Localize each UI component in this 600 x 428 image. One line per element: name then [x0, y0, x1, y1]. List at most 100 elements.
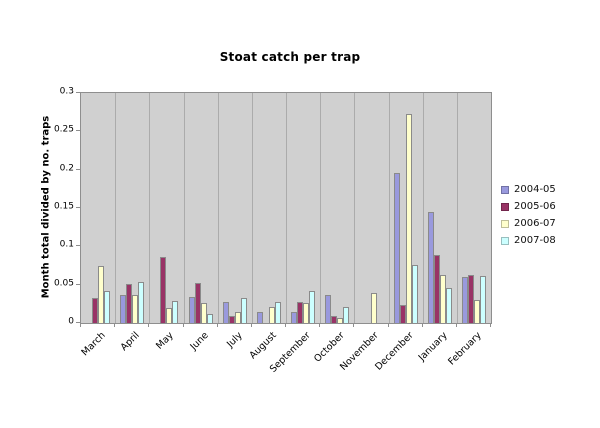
bar-group [354, 93, 388, 323]
bar-2005-06-july [228, 316, 235, 323]
legend-item-2007-08: 2007-08 [501, 232, 556, 249]
legend-item-2004-05: 2004-05 [501, 181, 556, 198]
bar-2006-07-february [473, 300, 480, 323]
x-tick-label: May [154, 330, 177, 352]
bar-group [218, 93, 252, 323]
category-gridline [251, 93, 253, 323]
bar-group [115, 93, 149, 323]
bar-2006-07-october [337, 318, 344, 323]
bar-group [389, 93, 423, 323]
y-tick-label: 0.15 [53, 201, 74, 212]
legend-label: 2006-07 [514, 217, 556, 229]
legend-item-2006-07: 2006-07 [501, 215, 556, 232]
bar-2006-07-december [405, 114, 412, 323]
bar-2007-08-may [172, 301, 179, 323]
bar-2007-08-september [309, 291, 316, 323]
legend-label: 2004-05 [514, 183, 556, 195]
category-gridline [286, 93, 287, 323]
bar-2004-05-june [188, 297, 195, 323]
y-tick-label: 0.05 [53, 278, 74, 289]
x-tick-label: February [446, 330, 484, 368]
y-tick-label: 0 [68, 316, 74, 327]
legend-item-2005-06: 2005-06 [501, 198, 556, 215]
y-tick [76, 92, 80, 93]
x-tick [455, 323, 457, 327]
bar-group [457, 93, 491, 323]
x-tick [80, 323, 81, 327]
bar-2007-08-march [104, 291, 111, 323]
bar-2006-07-august [268, 307, 275, 323]
bar-2005-06-may [160, 257, 167, 323]
y-tick [76, 245, 80, 247]
x-tick [216, 323, 218, 327]
bar-2006-07-april [132, 295, 139, 323]
bar-2005-06-march [92, 298, 99, 323]
x-tick [182, 323, 184, 327]
x-tick-label: August [247, 330, 279, 362]
x-tick [285, 323, 286, 327]
bar-2006-07-september [303, 303, 310, 323]
bar-group [423, 93, 457, 323]
legend-swatch [501, 219, 509, 228]
bar-2006-07-june [200, 303, 207, 323]
bar-2004-05-july [222, 302, 229, 323]
bar-2004-05-august [256, 312, 263, 323]
x-tick [250, 323, 252, 327]
x-tick [319, 323, 321, 327]
x-tick [490, 323, 491, 327]
legend-label: 2007-08 [514, 234, 556, 246]
x-tick [387, 323, 389, 327]
bar-2007-08-august [274, 302, 281, 323]
y-tick [76, 130, 80, 132]
y-tick-label: 0.3 [59, 86, 74, 97]
bar-2007-08-december [411, 265, 418, 323]
legend-swatch [501, 236, 509, 245]
bar-2005-06-february [467, 275, 474, 323]
bar-2004-05-february [461, 277, 468, 323]
x-tick [421, 323, 423, 327]
bar-2004-05-december [393, 173, 400, 323]
category-gridline [149, 93, 151, 323]
bar-group [286, 93, 320, 323]
bar-2006-07-may [166, 308, 173, 323]
x-tick [148, 323, 150, 327]
bar-2006-07-january [439, 275, 446, 323]
legend-swatch [501, 185, 509, 194]
legend-label: 2005-06 [514, 200, 556, 212]
y-tick [76, 322, 80, 323]
bar-2005-06-january [433, 255, 440, 323]
y-tick [76, 207, 80, 208]
y-tick-label: 0.25 [53, 124, 74, 135]
category-gridline [217, 93, 219, 323]
x-tick [353, 323, 355, 327]
chart-title: Stoat catch per trap [219, 50, 361, 64]
bar-2005-06-june [194, 283, 201, 323]
y-tick-label: 0.1 [59, 239, 74, 250]
bar-2007-08-april [138, 282, 145, 323]
bar-2004-05-january [427, 212, 434, 323]
category-gridline [422, 93, 424, 323]
x-tick [114, 323, 116, 327]
bar-group [252, 93, 286, 323]
bar-2004-05-april [120, 295, 127, 323]
bar-2005-06-december [399, 305, 406, 323]
bar-2004-05-october [325, 295, 332, 323]
bar-2007-08-january [445, 288, 452, 323]
bar-2005-06-september [297, 302, 304, 323]
bar-2005-06-april [126, 284, 133, 323]
y-tick [76, 283, 80, 285]
bar-2006-07-november [371, 293, 378, 323]
category-gridline [183, 93, 185, 323]
legend: 2004-05 2005-06 2006-07 2007-08 [501, 181, 556, 249]
category-gridline [388, 93, 390, 323]
plot-area [80, 92, 492, 324]
bar-2007-08-february [479, 276, 486, 323]
category-gridline [354, 93, 356, 323]
bar-group [184, 93, 218, 323]
category-gridline [456, 93, 458, 323]
x-tick-label: April [118, 330, 143, 354]
legend-swatch [501, 202, 509, 211]
x-tick-label: June [187, 330, 211, 353]
category-gridline [320, 93, 322, 323]
bar-2005-06-october [331, 316, 338, 323]
